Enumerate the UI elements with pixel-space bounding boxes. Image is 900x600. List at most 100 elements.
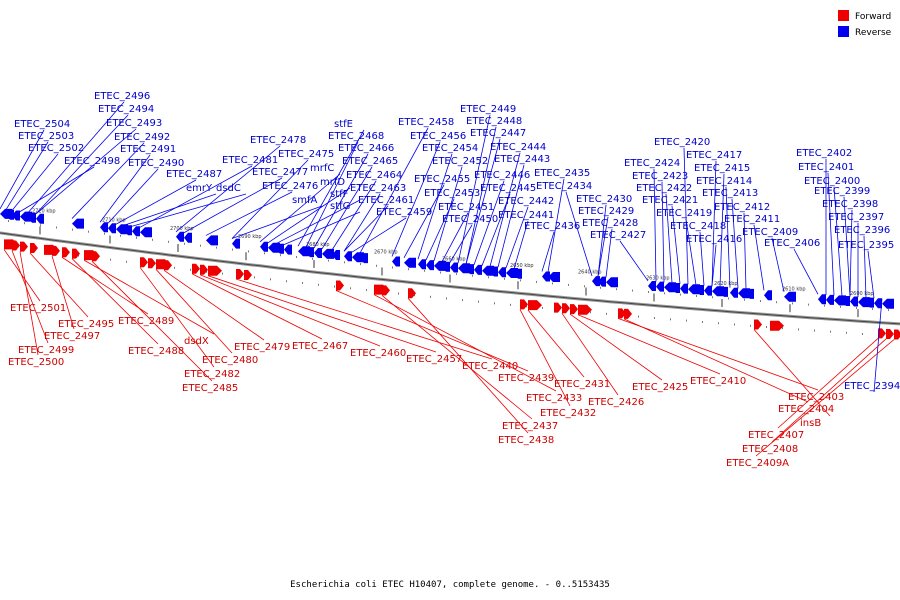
gene-label: ETEC_2402	[796, 148, 852, 159]
minor-tick	[472, 274, 473, 277]
gene-label: ETEC_2435	[534, 168, 590, 179]
gene-label: ETEC_2399	[814, 186, 870, 197]
leader-line	[513, 220, 529, 269]
reverse-gene-arrow	[874, 298, 882, 309]
reverse-gene-arrow	[232, 238, 240, 249]
gene-label: stfG	[330, 201, 350, 212]
minor-tick	[392, 266, 393, 269]
minor-tick	[830, 330, 831, 333]
leader-line	[547, 178, 565, 273]
reverse-gene-arrow	[260, 241, 268, 252]
reverse-gene-arrow	[404, 257, 416, 268]
leader-line	[207, 275, 437, 353]
reverse-gene-arrow	[746, 288, 754, 299]
minor-tick	[776, 301, 777, 304]
leader-line	[457, 114, 491, 264]
minor-tick	[344, 261, 345, 264]
minor-tick	[648, 291, 649, 293]
leader-line	[569, 313, 663, 381]
gene-label: ETEC_2410	[690, 376, 746, 387]
leader-line	[275, 199, 361, 245]
gene-label: ETEC_2416	[686, 234, 742, 245]
gene-label: ETEC_2458	[398, 117, 454, 128]
reverse-gene-arrow	[850, 296, 858, 307]
leader-line	[19, 166, 95, 212]
gene-label: ETEC_2425	[632, 382, 688, 393]
minor-tick	[744, 298, 745, 301]
minor-tick	[78, 254, 79, 257]
reverse-gene-arrow	[306, 247, 314, 258]
reverse-gene-arrow	[108, 223, 116, 234]
leader-line	[231, 205, 323, 239]
minor-tick	[398, 292, 399, 295]
forward-gene-arrow	[200, 264, 208, 275]
reverse-gene-arrow	[672, 283, 680, 293]
leader-line	[11, 250, 49, 344]
minor-tick	[360, 263, 361, 266]
leader-line	[417, 153, 453, 260]
gene-label: ETEC_2497	[44, 331, 100, 342]
reverse-gene-arrow	[314, 248, 322, 258]
leader-line	[139, 165, 253, 228]
forward-gene-arrow	[878, 328, 886, 339]
gene-label: ETEC_2428	[582, 218, 638, 229]
minor-tick	[526, 305, 527, 308]
minor-tick	[696, 295, 697, 297]
reverse-gene-arrow	[738, 288, 750, 299]
legend-forward-swatch	[838, 10, 849, 21]
leader-line	[115, 179, 197, 225]
leader-line	[743, 212, 747, 289]
leader-line	[403, 184, 445, 258]
reverse-gene-arrow	[648, 281, 656, 291]
reverse-gene-arrow	[268, 242, 280, 253]
reverse-gene-arrow	[176, 231, 184, 242]
leader-line	[699, 231, 705, 286]
gene-label: ETEC_2396	[834, 225, 890, 236]
minor-tick	[862, 333, 863, 335]
minor-tick	[264, 252, 265, 255]
minor-tick	[216, 246, 217, 249]
leader-line	[465, 138, 501, 265]
gene-label: ETEC_2504	[14, 119, 70, 130]
forward-gene-arrow	[570, 304, 578, 315]
chromosome-backbone: 2720 kbp 2710 kbp 2700 kbp 2690 kbp 2680 kbp…	[0, 208, 900, 338]
reverse-gene-arrow	[298, 246, 310, 257]
gene-label: ETEC_2421	[642, 195, 698, 206]
leader-line	[191, 273, 323, 340]
reverse-gene-arrow	[458, 263, 470, 274]
leader-line	[683, 147, 689, 285]
leader-line	[313, 153, 369, 249]
leader-line	[597, 204, 607, 277]
gene-label: ETEC_2463	[350, 183, 406, 194]
reverse-gene-arrow	[322, 248, 334, 259]
reverse-gene-arrow	[826, 294, 834, 305]
gene-label: ETEC_2413	[702, 188, 758, 199]
kbp-tick-label: 2600 kbp	[850, 291, 874, 297]
leader-line	[71, 258, 159, 345]
leader-line	[99, 154, 151, 223]
reverse-gene-arrow	[140, 227, 152, 238]
gene-label: ETEC_2411	[724, 214, 780, 225]
leader-line	[321, 166, 373, 250]
minor-tick	[654, 317, 655, 319]
gene-label: ETEC_2438	[498, 435, 554, 446]
reverse-gene-arrow	[466, 264, 474, 275]
gene-label: ETEC_2415	[694, 163, 750, 174]
gene-label: ETEC_2480	[202, 355, 258, 366]
reverse-gene-arrow	[688, 284, 700, 295]
minor-tick	[110, 258, 111, 261]
gene-label: ETEC_2476	[262, 181, 318, 192]
forward-gene-arrow	[754, 319, 762, 330]
reverse-gene-arrow	[450, 262, 458, 273]
gene-label: ETEC_2443	[494, 154, 550, 165]
gene-label: ETEC_2440	[462, 361, 518, 372]
minor-tick	[728, 297, 729, 300]
gene-label: ETEC_2487	[166, 169, 222, 180]
leader-line	[793, 248, 819, 295]
leader-line	[123, 193, 217, 226]
minor-tick	[760, 300, 761, 302]
gene-label: smfA	[292, 195, 317, 206]
reverse-gene-arrow	[598, 276, 606, 287]
legend-forward-label: Forward	[855, 12, 891, 22]
